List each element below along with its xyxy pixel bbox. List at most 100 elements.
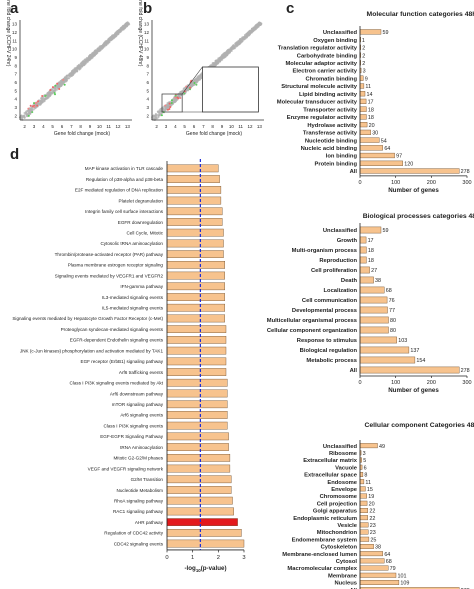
scatter-a-point <box>86 59 89 62</box>
chart-c1-bar <box>359 114 367 120</box>
scatter-b-point <box>154 115 157 118</box>
chart-c3-value-label: 109 <box>400 581 409 587</box>
chart-c1-bar <box>359 160 403 166</box>
chart-c2-category-label: Developmental process <box>292 308 357 314</box>
scatter-a-point <box>25 110 28 113</box>
scatter-b-x-tick-label: 5 <box>183 124 186 129</box>
scatter-b-point <box>241 40 244 43</box>
chart-c3-category-label: Vacuole <box>335 465 358 471</box>
scatter-b-point <box>232 44 235 47</box>
chart-c2-value-label: 137 <box>410 348 419 354</box>
chart-d-category-label: Thrombin/protease-activated receptor (PA… <box>55 252 164 257</box>
chart-c2-bar <box>359 306 388 314</box>
scatter-a-point <box>102 43 105 46</box>
chart-c1-bar <box>359 168 460 174</box>
chart-d-bar <box>166 271 225 280</box>
scatter-a-y-tick-label: 11 <box>12 38 17 43</box>
chart-c3-bar <box>359 587 460 589</box>
scatter-b-outlier-point <box>174 96 177 99</box>
panel-label-d: d <box>10 146 20 163</box>
scatter-b-point <box>233 47 236 50</box>
scatter-b-point <box>253 29 256 32</box>
chart-c3-value-label: 19 <box>368 494 374 500</box>
scatter-a-point <box>95 52 98 56</box>
chart-c1-bar <box>359 91 366 97</box>
scatter-a-point <box>119 30 122 33</box>
scatter-a-point <box>26 113 29 116</box>
scatter-a-outlier-point <box>27 114 30 117</box>
chart-d-bar <box>166 250 224 259</box>
chart-c2-x-tick-label: 200 <box>427 380 436 386</box>
chart-d-bar <box>166 378 228 387</box>
chart-c3-value-label: 49 <box>379 444 385 450</box>
chart-c1-value-label: 2 <box>362 53 365 59</box>
chart-d-category-label: Class I PI3K signaling events mediated b… <box>70 381 164 386</box>
scatter-a-point <box>105 39 108 43</box>
chart-c3-bar <box>359 443 378 449</box>
chart-c1-category-label: Electron carrier activity <box>293 69 358 75</box>
scatter-b-point <box>209 64 212 67</box>
scatter-a-point <box>95 50 98 54</box>
chart-d-category-label: Platelet degranulation <box>119 198 164 203</box>
chart-d-category-label: Proteoglycan syndecan-mediated signaling… <box>61 327 164 332</box>
scatter-a-point <box>127 23 130 26</box>
scatter-b-point <box>180 91 183 94</box>
scatter-a-y-tick-label: 10 <box>12 47 18 52</box>
chart-c1-value-label: 20 <box>369 123 375 129</box>
chart-c1-value-label: 59 <box>383 30 389 36</box>
chart-d-x-tick-label: 2 <box>217 555 220 561</box>
scatter-a-point <box>88 55 91 58</box>
scatter-a-point <box>40 97 43 100</box>
scatter-a-outlier-point <box>31 111 34 114</box>
chart-c1-value-label: 18 <box>368 115 374 121</box>
chart-c2-value-label: 17 <box>368 238 374 244</box>
chart-c2-value-label: 80 <box>390 318 396 324</box>
scatter-a-point <box>45 96 49 99</box>
chart-c3-category-label: Golgi apparatus <box>313 509 357 515</box>
scatter-a-outlier-point <box>41 95 44 97</box>
scatter-a-point <box>86 57 89 60</box>
scatter-b-point <box>157 115 160 118</box>
chart-d-bar <box>166 518 238 527</box>
chart-c3-value-label: 11 <box>365 480 371 486</box>
chart-d-category-label: IFN-gamma pathway <box>120 284 163 289</box>
scatter-b-outlier-point <box>160 114 163 117</box>
scatter-a-point <box>39 103 42 106</box>
chart-d-bar <box>166 539 245 548</box>
chart-c3-value-label: 23 <box>370 523 376 529</box>
scatter-a-outlier-point <box>56 82 59 85</box>
chart-d-category-label: VEGF and VEGFR signaling network <box>88 466 164 471</box>
scatter-b-point <box>237 43 240 46</box>
chart-d-bar <box>166 400 228 409</box>
chart-c3-category-label: Extracellular matrix <box>303 458 358 464</box>
chart-c2-value-label: 18 <box>368 248 374 254</box>
chart-c3-value-label: 22 <box>369 509 375 515</box>
chart-c1-bar <box>359 129 371 136</box>
chart-c1-bar <box>359 75 364 81</box>
chart-d-category-label: RAC1 signaling pathway <box>113 509 164 514</box>
scatter-b-y-tick-label: 10 <box>144 47 150 52</box>
scatter-a-outlier-point <box>35 101 38 104</box>
scatter-a-y-label: Gene fold change (CCHFV 24hr) <box>5 0 11 67</box>
chart-c2-category-label: Multi-organism process <box>292 248 357 254</box>
chart-d-category-label: EGFR downregulation <box>118 220 164 225</box>
chart-c1-value-label: 97 <box>396 154 402 160</box>
chart-c3-category-label: Endoplasmic reticulum <box>293 516 357 522</box>
scatter-a-point <box>37 102 40 105</box>
chart-c3-category-label: Macromolecular complex <box>287 566 357 572</box>
chart-c2-x-tick-label: 0 <box>358 380 361 386</box>
chart-d-category-label: MAP kinase activation in TLR cascade <box>85 166 164 171</box>
scatter-b-point <box>243 35 247 38</box>
scatter-b-outlier-point <box>166 108 169 111</box>
chart-d-bar <box>166 464 231 473</box>
chart-d-x-label-rest: (p-value) <box>201 565 227 572</box>
scatter-a-point <box>67 77 70 80</box>
chart-d-category-label: Integrin family cell surface interaction… <box>85 209 164 214</box>
scatter-a-point <box>54 86 57 89</box>
chart-c1-category-label: All <box>350 169 358 175</box>
scatter-b-y-tick-label: 13 <box>144 22 150 27</box>
scatter-b-point <box>152 114 155 117</box>
scatter-b-point <box>224 52 227 56</box>
scatter-b-point <box>192 83 195 87</box>
chart-c3-category-label: Chromosome <box>320 494 358 500</box>
